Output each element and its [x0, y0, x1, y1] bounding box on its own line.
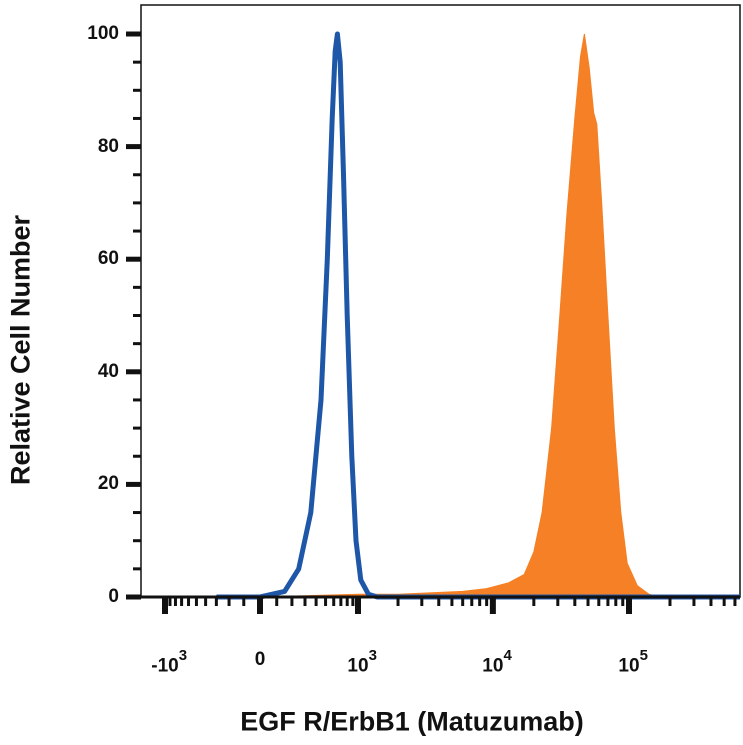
- plot-frame: [140, 4, 741, 598]
- x-tick-label: 0: [254, 649, 266, 670]
- y-tick-label: 80: [97, 135, 119, 157]
- x-tick-label: -103: [151, 647, 188, 677]
- x-tick-label: 105: [618, 647, 648, 677]
- x-tick-label: 104: [482, 647, 512, 677]
- x-axis-title: EGF R/ErbB1 (Matuzumab): [240, 706, 584, 737]
- series-layer: [216, 31, 740, 600]
- x-tick-label: 103: [347, 647, 377, 677]
- y-tick-label: 40: [97, 360, 119, 382]
- y-tick-layer: [126, 31, 141, 600]
- y-tick-label: 100: [87, 23, 119, 44]
- y-tick-label: 60: [97, 248, 119, 270]
- y-axis-title: Relative Cell Number: [5, 214, 36, 486]
- sample-histogram-filled: [216, 33, 740, 598]
- y-tick-label: 20: [97, 473, 119, 495]
- control-histogram-outline: [216, 31, 740, 600]
- y-tick-label: 0: [108, 586, 119, 607]
- x-tick-layer: [162, 597, 737, 614]
